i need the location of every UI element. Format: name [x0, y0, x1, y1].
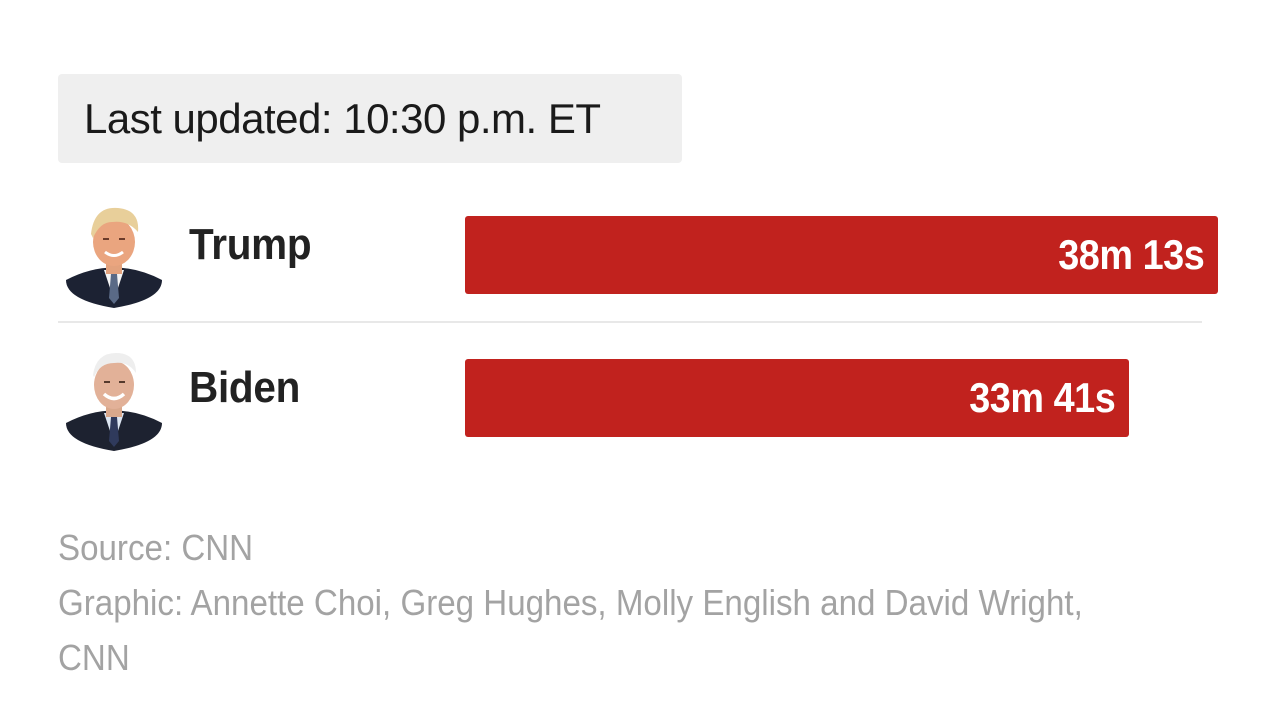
- trump-avatar: [62, 200, 166, 308]
- graphic-credit-line-1: Graphic: Annette Choi, Greg Hughes, Moll…: [58, 582, 1083, 623]
- bar-value-label-biden: 33m 41s: [968, 374, 1116, 421]
- bar-value-label-trump: 38m 13s: [1057, 231, 1205, 278]
- chart-footer: Source: CNN Graphic: Annette Choi, Greg …: [58, 520, 1088, 685]
- speaker-row-biden: Biden 33m 41s: [58, 343, 1218, 451]
- bar-trump: 38m 13s: [465, 216, 1218, 294]
- speaker-row-trump: Trump 38m 13s: [58, 200, 1218, 308]
- last-updated-text: Last updated: 10:30 p.m. ET: [84, 94, 601, 142]
- last-updated-badge: Last updated: 10:30 p.m. ET: [58, 74, 682, 163]
- bar-track-biden: 33m 41s: [465, 359, 1218, 437]
- biden-avatar: [62, 343, 166, 451]
- bar-biden: 33m 41s: [465, 359, 1129, 437]
- row-divider: [58, 321, 1202, 323]
- source-note: Source: CNN: [58, 527, 254, 568]
- graphic-credit-line-2: CNN: [58, 637, 130, 678]
- bar-track-trump: 38m 13s: [465, 216, 1218, 294]
- speaker-name-biden: Biden: [189, 363, 301, 412]
- speaker-name-trump: Trump: [189, 220, 312, 269]
